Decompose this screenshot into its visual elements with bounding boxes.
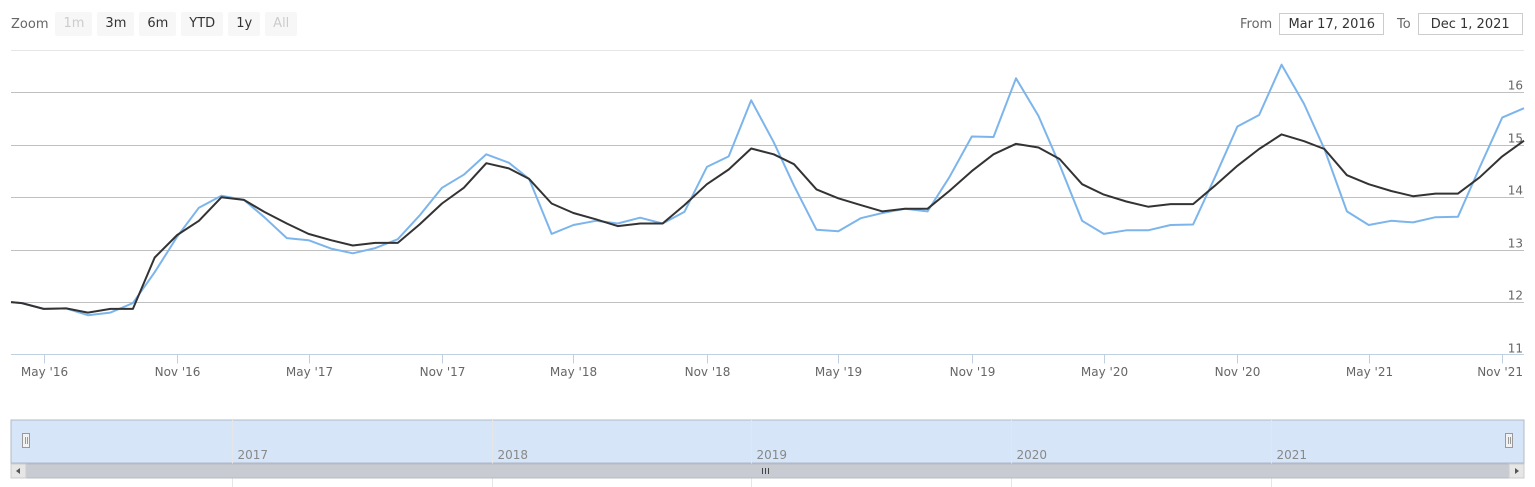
left-arrow-icon <box>16 468 20 474</box>
navigator-year-label: 2017 <box>238 448 269 462</box>
arrow-button-bg <box>10 463 27 479</box>
from-label: From <box>1240 16 1273 32</box>
series-line-monthly <box>10 63 1525 317</box>
navigator-right-handle[interactable] <box>1505 433 1513 448</box>
to-date-input[interactable]: Dec 1, 2021 <box>1417 13 1523 35</box>
range-to: To Dec 1, 2021 <box>1397 12 1523 36</box>
navigator-year-label: 2019 <box>757 448 788 462</box>
x-tick-label: May '17 <box>286 365 333 379</box>
zoom-6m-button[interactable]: 6m <box>139 12 177 36</box>
y-tick-label: 12 <box>1508 289 1523 303</box>
scrollbar-left-arrow-button[interactable] <box>10 463 27 479</box>
navigator-mask <box>10 419 1525 464</box>
x-tick-label: Nov '17 <box>420 365 466 379</box>
y-tick-label: 11 <box>1508 342 1523 356</box>
y-tick-label: 15 <box>1508 132 1523 146</box>
x-tick-label: Nov '19 <box>950 365 996 379</box>
plot-area <box>10 63 1525 317</box>
x-tick-label: Nov '20 <box>1215 365 1261 379</box>
zoom-3m-button[interactable]: 3m <box>97 12 135 36</box>
x-tick-label: May '16 <box>21 365 68 379</box>
navigator: 2017 2018 2019 2020 2021 <box>10 419 1525 487</box>
handle-body <box>1505 433 1513 448</box>
y-tick-label: 13 <box>1508 237 1523 251</box>
zoom-1y-button[interactable]: 1y <box>228 12 261 36</box>
grid-lines <box>11 50 1524 303</box>
zoom-1m-button[interactable]: 1m <box>55 12 93 36</box>
to-label: To <box>1397 16 1411 32</box>
handle-body <box>22 433 30 448</box>
y-tick-label: 16 <box>1508 79 1523 93</box>
zoom-ytd-button[interactable]: YTD <box>181 12 224 36</box>
y-tick-label: 14 <box>1508 184 1523 198</box>
x-tick-label: Nov '21 <box>1477 365 1523 379</box>
x-tick-label: May '21 <box>1346 365 1393 379</box>
navigator-year-label: 2021 <box>1277 448 1308 462</box>
scrollbar-thumb <box>25 463 1510 479</box>
x-axis: May '16 Nov '16 May '17 Nov '17 May '18 Nov '… <box>11 354 1524 379</box>
scrollbar-right-arrow-button[interactable] <box>1508 463 1525 479</box>
x-tick-label: May '18 <box>550 365 597 379</box>
x-tick-label: May '19 <box>815 365 862 379</box>
navigator-year-label: 2020 <box>1017 448 1048 462</box>
navigator-scrollbar[interactable] <box>10 463 1525 479</box>
range-from: From Mar 17, 2016 <box>1240 12 1385 36</box>
series-line-smoothed <box>10 133 1525 314</box>
scrollbar-track <box>10 463 1525 479</box>
navigator-left-handle[interactable] <box>22 433 30 448</box>
zoom-label: Zoom <box>11 16 49 32</box>
y-axis: 11 12 13 14 15 16 <box>1508 79 1523 356</box>
x-tick-label: May '20 <box>1081 365 1128 379</box>
x-tick-label: Nov '16 <box>155 365 201 379</box>
navigator-year-label: 2018 <box>498 448 529 462</box>
zoom-all-button[interactable]: All <box>265 12 298 36</box>
from-date-input[interactable]: Mar 17, 2016 <box>1279 13 1385 35</box>
right-arrow-icon <box>1515 468 1519 474</box>
x-tick-label: Nov '18 <box>685 365 731 379</box>
zoom-bar: Zoom 1m 3m 6m YTD 1y All <box>11 12 302 36</box>
arrow-button-bg <box>1508 463 1525 479</box>
